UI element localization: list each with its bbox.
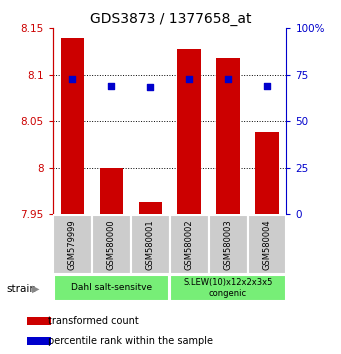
Text: GSM580001: GSM580001 [146, 219, 155, 270]
FancyBboxPatch shape [209, 215, 248, 274]
FancyBboxPatch shape [170, 275, 286, 301]
Bar [27, 337, 51, 346]
FancyBboxPatch shape [131, 215, 170, 274]
Bar [100, 168, 123, 214]
Point [70, 76, 75, 82]
Text: GSM580000: GSM580000 [107, 219, 116, 270]
Bar [138, 202, 162, 214]
FancyBboxPatch shape [248, 215, 286, 274]
Text: strain: strain [7, 284, 37, 293]
Point [147, 84, 153, 90]
Bar [27, 317, 51, 325]
Bar [61, 38, 84, 214]
FancyBboxPatch shape [92, 215, 131, 274]
Text: GSM579999: GSM579999 [68, 219, 77, 270]
FancyBboxPatch shape [54, 275, 169, 301]
Text: Dahl salt-sensitve: Dahl salt-sensitve [71, 284, 152, 292]
Text: GSM580004: GSM580004 [263, 219, 271, 270]
Text: ▶: ▶ [32, 284, 40, 293]
Text: transformed count: transformed count [48, 316, 139, 326]
Text: GDS3873 / 1377658_at: GDS3873 / 1377658_at [90, 12, 251, 27]
FancyBboxPatch shape [53, 215, 92, 274]
Bar [177, 49, 201, 214]
Text: percentile rank within the sample: percentile rank within the sample [48, 336, 213, 346]
FancyBboxPatch shape [170, 215, 209, 274]
Text: GSM580002: GSM580002 [184, 219, 194, 270]
Point [187, 76, 192, 82]
Point [108, 83, 114, 89]
Bar [217, 58, 240, 214]
Text: S.LEW(10)x12x2x3x5
congenic: S.LEW(10)x12x2x3x5 congenic [183, 278, 273, 298]
Point [264, 83, 270, 89]
Text: GSM580003: GSM580003 [224, 219, 233, 270]
Point [225, 76, 231, 82]
Bar [255, 132, 279, 214]
